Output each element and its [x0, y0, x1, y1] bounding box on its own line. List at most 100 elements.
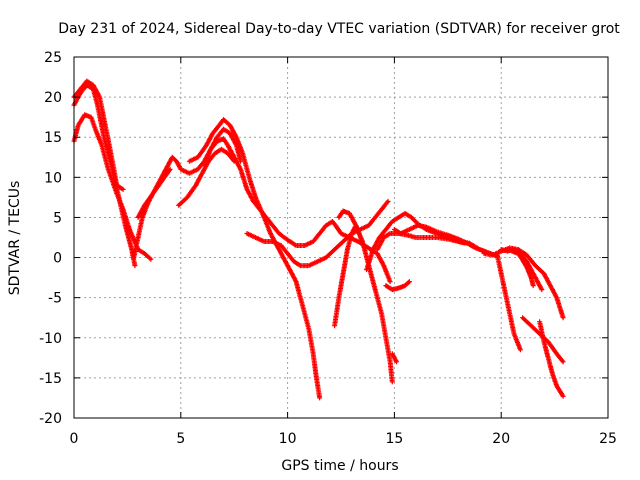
data-point: [340, 232, 342, 235]
data-point: [337, 296, 340, 299]
data-point: [171, 156, 174, 159]
data-point: [213, 152, 216, 155]
data-point: [342, 210, 345, 213]
data-point: [436, 236, 439, 239]
series-markers: [494, 251, 523, 353]
data-point: [216, 136, 219, 139]
data-point: [293, 260, 296, 263]
data-point: [196, 156, 199, 159]
data-point: [508, 312, 511, 315]
data-point: [288, 268, 291, 271]
data-point: [220, 148, 223, 151]
data-point: [312, 240, 315, 243]
grid: [74, 57, 608, 418]
data-point: [77, 124, 80, 127]
series-track-19: [494, 251, 523, 353]
data-point: [271, 240, 274, 243]
data-point: [549, 284, 552, 287]
data-point: [547, 356, 550, 359]
data-point: [562, 395, 565, 398]
data-point: [521, 258, 524, 261]
series-markers: [374, 231, 468, 252]
data-point: [201, 172, 204, 175]
data-point: [378, 236, 381, 239]
series-track-17: [481, 245, 566, 321]
data-point: [404, 212, 407, 215]
data-point: [391, 220, 394, 223]
data-point: [205, 144, 208, 147]
data-point: [100, 144, 103, 147]
x-tick-label: 20: [492, 431, 510, 447]
data-point: [239, 160, 242, 163]
data-point: [342, 240, 345, 243]
data-point: [85, 80, 88, 83]
data-point: [132, 256, 135, 259]
data-point: [241, 152, 244, 155]
y-tick-label: 0: [53, 251, 62, 267]
data-point: [79, 88, 82, 91]
data-point: [295, 280, 298, 283]
data-point: [246, 232, 249, 235]
data-point: [333, 248, 336, 251]
data-point: [211, 132, 214, 135]
series-track-10: [332, 223, 395, 385]
y-axis: -20 -15 -10 -5 0 5 10 15 20 25: [39, 50, 608, 427]
data-point: [186, 196, 189, 199]
data-point: [235, 144, 238, 147]
data-point: [271, 224, 274, 227]
series-track-7: [186, 117, 323, 401]
data-point: [254, 236, 257, 239]
data-point: [500, 272, 503, 275]
data-point: [436, 230, 439, 233]
data-point: [384, 284, 387, 287]
data-point: [517, 252, 520, 255]
data-point: [286, 252, 289, 255]
series-track-1: [71, 112, 154, 262]
data-point: [391, 380, 394, 383]
data-point: [530, 276, 533, 279]
y-tick-label: 15: [44, 130, 62, 146]
data-point: [90, 116, 93, 119]
data-point: [397, 287, 400, 290]
data-point: [233, 160, 236, 163]
data-point: [389, 360, 392, 363]
data-point: [354, 224, 357, 227]
data-point: [525, 266, 528, 269]
data-point: [342, 272, 345, 275]
data-point: [504, 292, 507, 295]
data-points: [71, 78, 566, 401]
data-point: [425, 236, 428, 239]
data-point: [96, 104, 99, 107]
data-point: [380, 208, 383, 211]
data-point: [316, 260, 319, 263]
data-point: [122, 188, 125, 191]
data-point: [152, 192, 155, 195]
data-point: [384, 336, 387, 339]
data-point: [188, 160, 191, 163]
data-point: [269, 232, 272, 235]
x-tick-label: 25: [599, 431, 617, 447]
data-point: [538, 320, 541, 323]
data-point: [318, 232, 321, 235]
data-point: [376, 248, 379, 251]
data-point: [141, 216, 144, 219]
data-point: [346, 248, 349, 251]
data-point: [295, 244, 298, 247]
data-point: [248, 176, 251, 179]
y-tick-label: 5: [53, 210, 62, 226]
series-markers: [332, 223, 395, 385]
data-point: [530, 324, 533, 327]
data-point: [382, 236, 385, 239]
series-track-16: [391, 223, 487, 254]
series-track-15: [374, 231, 468, 252]
data-point: [374, 216, 377, 219]
data-point: [209, 148, 212, 151]
y-tick-label: -10: [39, 331, 62, 347]
data-point: [389, 232, 392, 235]
data-point: [446, 234, 449, 237]
data-point: [325, 256, 328, 259]
data-point: [386, 200, 389, 203]
data-point: [318, 396, 321, 399]
data-point: [115, 184, 118, 187]
